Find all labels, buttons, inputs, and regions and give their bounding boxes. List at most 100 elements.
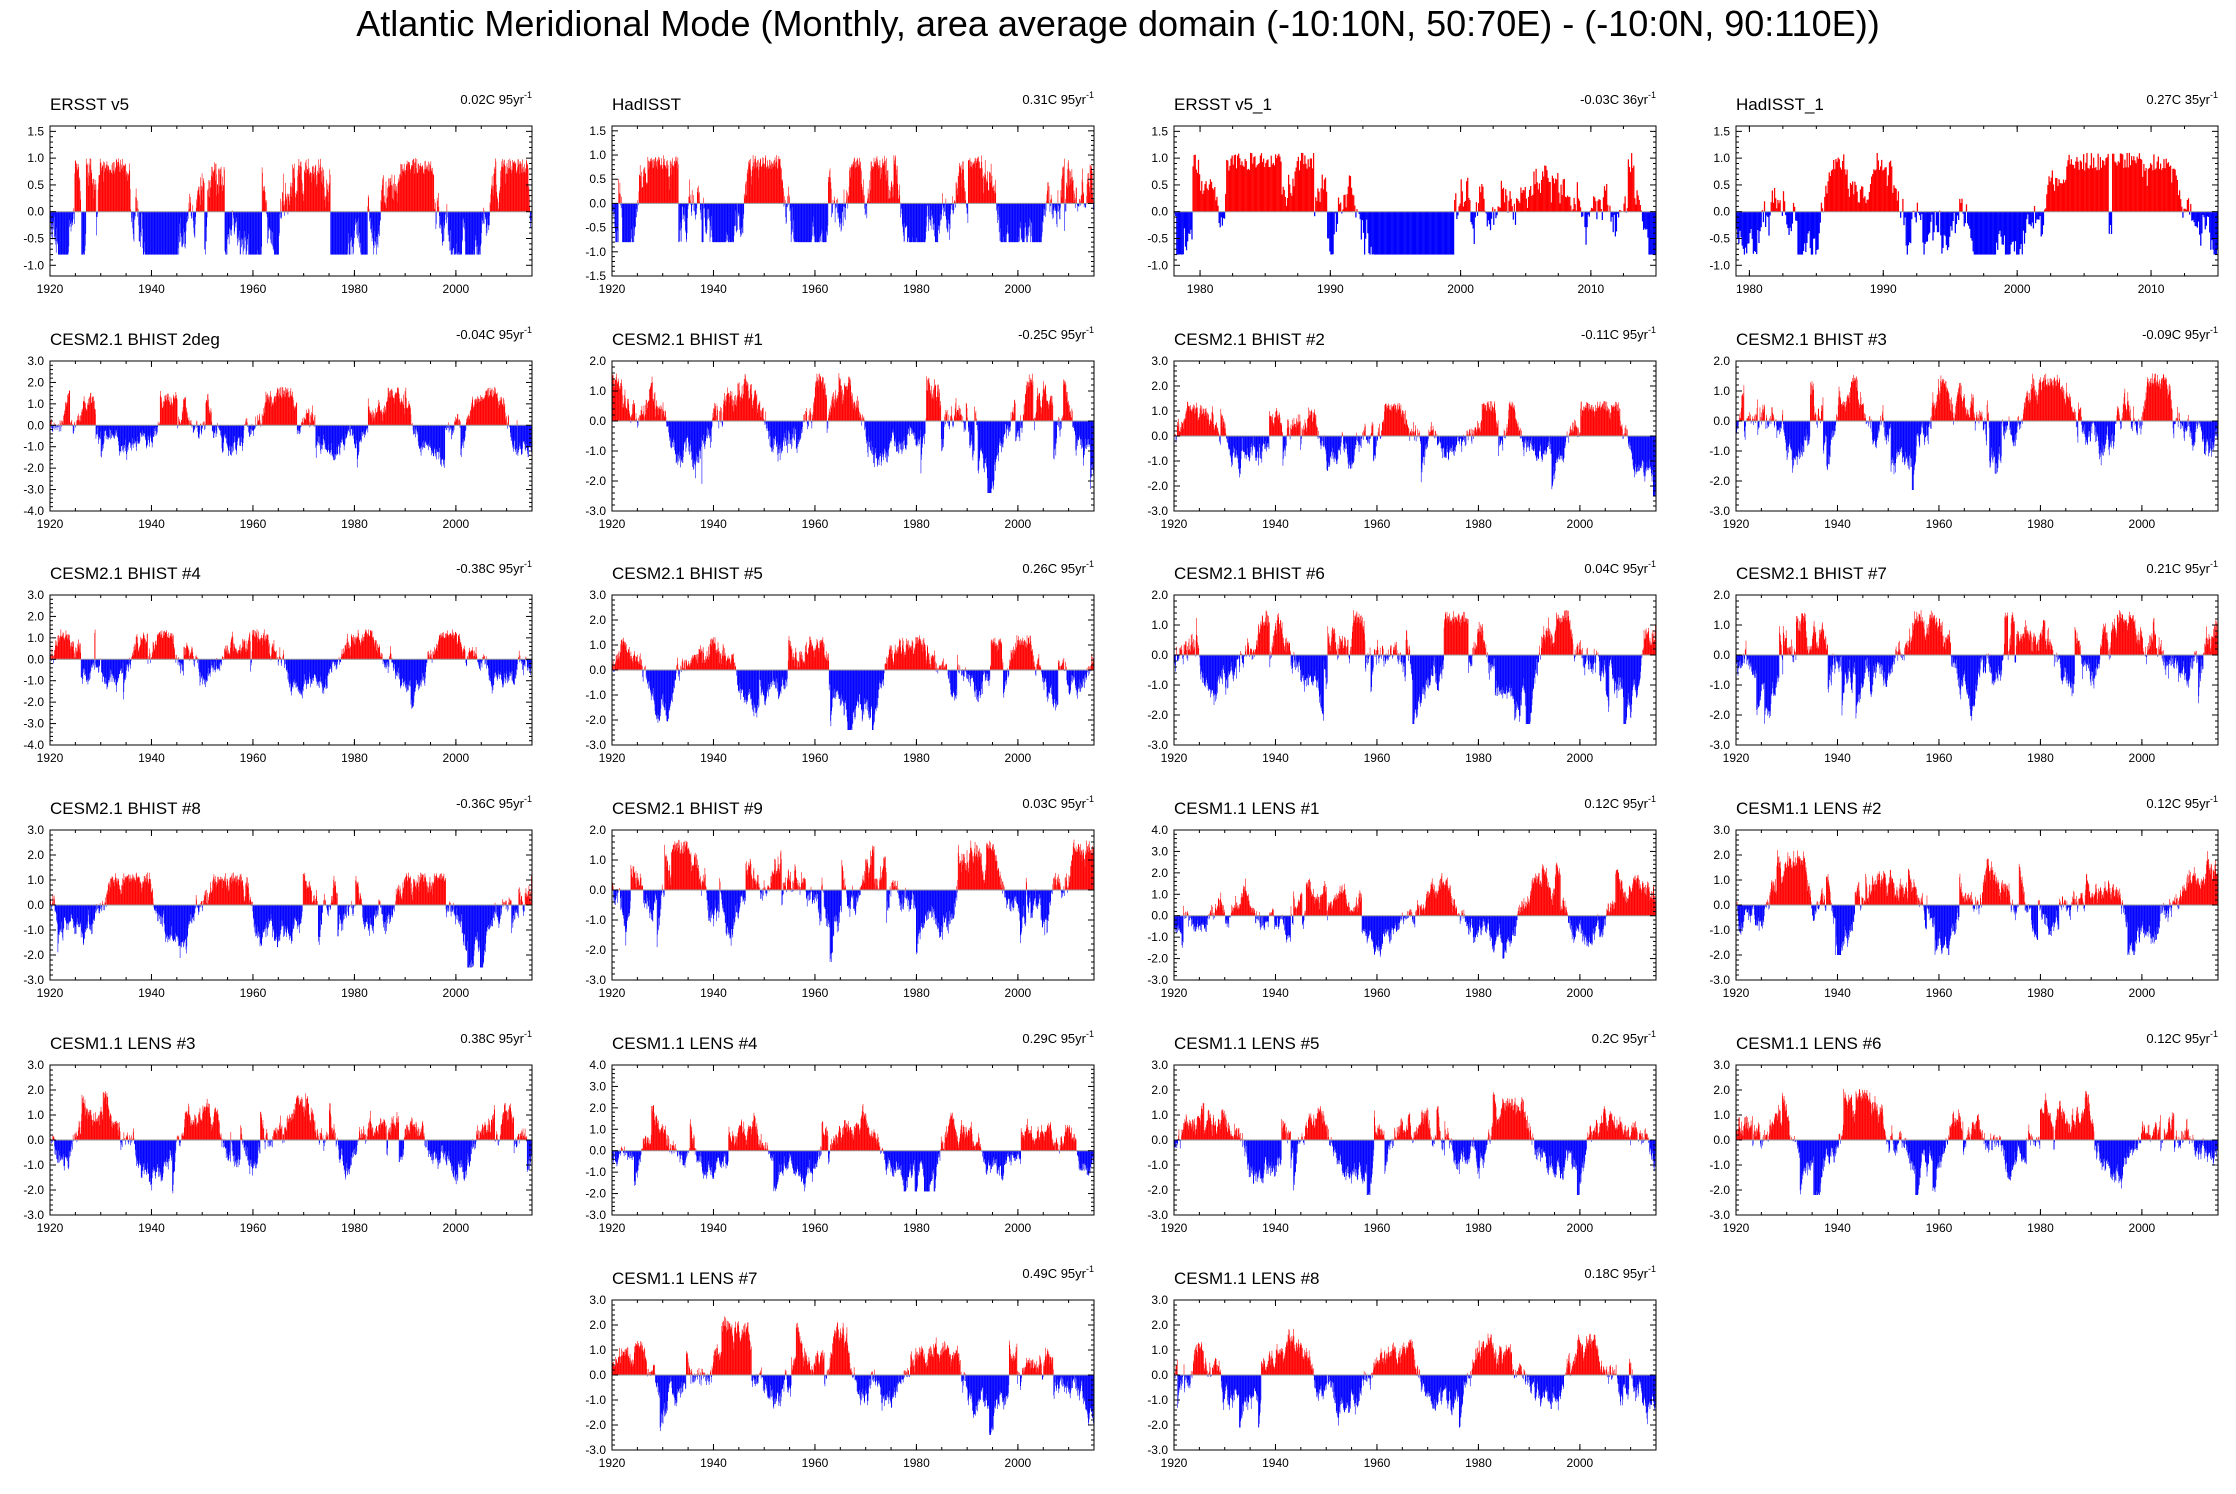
bar	[2003, 211, 2006, 236]
bar	[1036, 203, 1037, 243]
bar	[1210, 181, 1213, 212]
bar	[398, 178, 399, 212]
bar	[644, 171, 645, 204]
bar	[905, 203, 906, 228]
bar	[339, 211, 341, 255]
bar	[688, 196, 690, 204]
bar	[995, 179, 996, 204]
bar	[337, 211, 338, 255]
bar	[466, 211, 468, 255]
bar	[1005, 203, 1006, 243]
bar	[1062, 167, 1063, 204]
bar	[965, 200, 967, 204]
bar	[634, 203, 635, 236]
bar	[309, 421, 310, 426]
bar	[131, 425, 132, 451]
bar	[1322, 189, 1324, 212]
bar	[976, 161, 977, 204]
bar	[685, 203, 687, 233]
bar	[296, 194, 297, 212]
bar	[359, 425, 360, 443]
bar	[740, 203, 742, 238]
bar	[1512, 211, 1514, 220]
bar	[484, 210, 485, 212]
bar	[1048, 201, 1049, 204]
bar	[1286, 198, 1289, 212]
bar	[231, 425, 232, 456]
bar	[819, 203, 821, 239]
bar	[1021, 203, 1023, 239]
bar	[52, 425, 54, 429]
bar	[490, 194, 492, 212]
bar	[398, 393, 400, 426]
bar	[902, 203, 904, 233]
bar	[51, 425, 53, 428]
bar	[244, 211, 246, 237]
bar	[825, 203, 826, 243]
bar	[224, 425, 225, 435]
bar	[372, 422, 373, 426]
bar	[1576, 182, 1578, 212]
bar	[1387, 211, 1390, 255]
bar	[406, 160, 408, 212]
bar	[487, 211, 488, 219]
bar	[503, 397, 504, 426]
bar	[462, 425, 463, 446]
x-tick-label: 1980	[903, 282, 930, 296]
bar	[1236, 155, 1239, 212]
bar	[405, 174, 406, 212]
bar	[132, 211, 133, 214]
bar	[936, 203, 937, 243]
bar	[246, 211, 247, 255]
bar	[481, 211, 482, 234]
bar	[157, 425, 158, 428]
bar	[196, 202, 198, 212]
bar	[333, 425, 335, 461]
bar	[1035, 203, 1037, 243]
bar	[1004, 203, 1005, 243]
bar	[157, 211, 159, 255]
bar	[981, 168, 983, 204]
bar	[653, 167, 654, 204]
bar	[473, 408, 474, 426]
bar	[231, 425, 233, 448]
bar	[697, 187, 698, 204]
bar	[309, 173, 311, 212]
bar	[373, 418, 375, 426]
bar	[2126, 152, 2128, 212]
bar	[1634, 198, 1636, 212]
bar	[345, 425, 347, 440]
bar	[1555, 178, 1557, 212]
bar	[1983, 211, 1985, 255]
bar	[655, 166, 657, 204]
bar	[101, 425, 102, 458]
bar	[942, 193, 943, 204]
bar	[72, 425, 74, 434]
bar	[879, 167, 880, 204]
bar	[69, 422, 71, 426]
bar	[1058, 203, 1060, 210]
bar	[802, 203, 803, 243]
bar	[683, 203, 685, 219]
bar	[616, 203, 617, 243]
bar	[965, 203, 967, 205]
bar	[148, 425, 149, 441]
bar	[824, 203, 825, 243]
bar	[149, 425, 151, 434]
bar	[313, 421, 314, 426]
bar	[110, 172, 112, 212]
bar	[1385, 211, 1387, 255]
bar	[468, 211, 470, 255]
bar	[720, 203, 722, 243]
bar	[155, 425, 156, 428]
bar	[380, 411, 382, 426]
bar	[992, 186, 993, 204]
bar	[77, 170, 78, 212]
bar	[1578, 200, 1581, 212]
bar	[529, 425, 530, 447]
bar	[649, 166, 650, 204]
bar	[1271, 164, 1273, 212]
bar	[1464, 200, 1467, 212]
bar	[325, 197, 327, 212]
bar	[526, 425, 528, 451]
